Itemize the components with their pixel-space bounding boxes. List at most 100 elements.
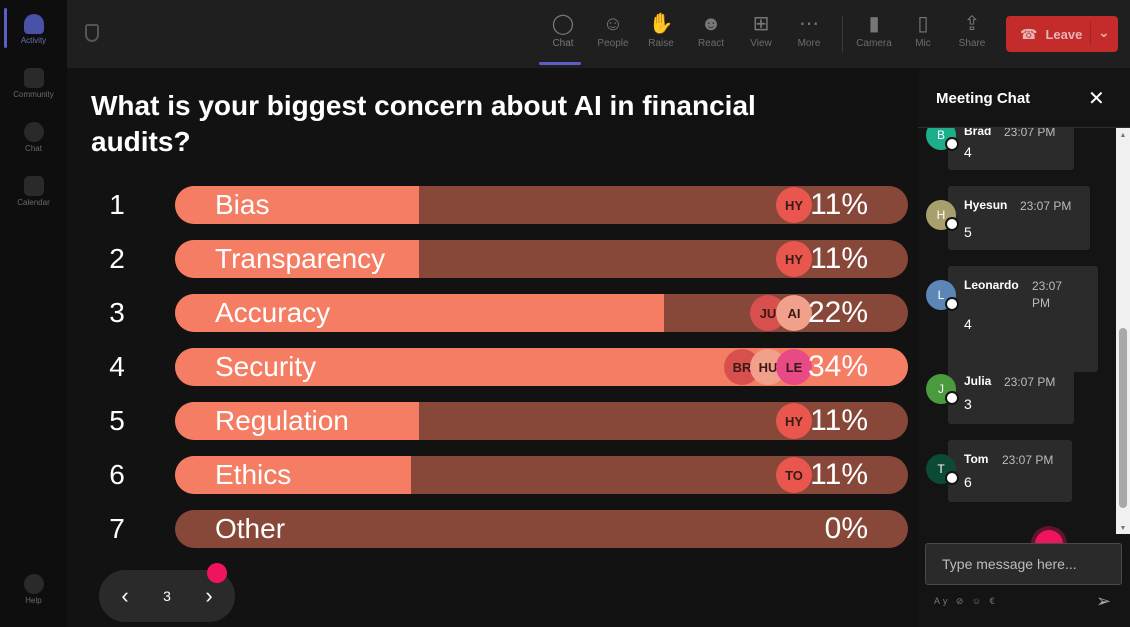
option-percent: 34% [807, 350, 868, 383]
toolbar-label: More [797, 38, 821, 49]
rail-item-chat[interactable]: Chat [0, 122, 67, 153]
toolbar-share-button[interactable]: ⇪ Share [952, 10, 992, 49]
chevron-left-icon[interactable]: ‹ [121, 583, 129, 608]
option-bar: Bias HY 11% [175, 186, 908, 224]
option-bar-fill [175, 456, 412, 494]
poll-stage: What is your biggest concern about AI in… [67, 68, 918, 627]
scroll-thumb[interactable] [1119, 328, 1127, 508]
leave-label: Leave [1045, 26, 1083, 42]
toolbar-people-button[interactable]: ☺ People [593, 10, 633, 49]
voter-avatar: AI [776, 295, 812, 331]
poll-question: What is your biggest concern about AI in… [91, 90, 756, 157]
message-text: 4 [964, 144, 972, 160]
grid-icon: ⊞ [752, 13, 770, 35]
poll-option-row[interactable]: 7 Other 0% [67, 510, 918, 548]
toolbar-label: Mic [915, 38, 931, 49]
toolbar-react-button[interactable]: ☻ React [691, 10, 731, 49]
chat-icon: ◯ [551, 13, 575, 35]
rail-item-label: Calendar [17, 198, 50, 207]
share-icon: ⇪ [963, 13, 981, 35]
voter-avatar: LE [776, 349, 812, 385]
rail-item-help[interactable]: Help [0, 574, 67, 605]
voter-avatars: TO [776, 457, 812, 493]
option-bar: Security LE HU BR 34% [175, 348, 908, 386]
toolbar-chat-button[interactable]: ◯ Chat [539, 10, 583, 65]
leave-divider [1090, 22, 1091, 46]
message-compose [925, 543, 1122, 585]
option-label: Regulation [215, 405, 349, 436]
voter-avatar: HY [776, 403, 812, 439]
option-label: Accuracy [215, 297, 331, 328]
poll-option-row[interactable]: 2 Transparency HY 11% [67, 240, 918, 278]
chat-message: Leonardo 23:07 PM 4 [948, 266, 1098, 372]
option-percent: 0% [824, 512, 868, 545]
option-number: 5 [109, 405, 125, 436]
raise-hand-icon: ✋ [648, 13, 674, 35]
app-rail: Activity Community Chat Calendar Help [0, 0, 67, 627]
toolbar-more-button[interactable]: ⋯ More [789, 10, 829, 49]
bell-icon [23, 14, 44, 34]
option-label: Other [215, 513, 286, 544]
toolbar-divider [842, 16, 843, 52]
option-number: 1 [109, 189, 125, 220]
page-number: 3 [163, 588, 171, 604]
option-number: 2 [109, 243, 125, 274]
smiley-icon: ☻ [700, 13, 722, 35]
toolbar-camera-button[interactable]: ▮ Camera [854, 10, 894, 49]
option-percent: 22% [807, 296, 868, 329]
voter-avatars: HY [776, 403, 812, 439]
close-icon[interactable]: ✕ [1088, 88, 1105, 110]
option-number: 6 [109, 459, 125, 490]
leave-button[interactable]: ☎ Leave ⌄ [1006, 16, 1118, 52]
scroll-up-icon[interactable]: ▲ [1119, 132, 1127, 139]
option-number: 7 [109, 513, 125, 544]
message-sender: Julia [964, 374, 992, 388]
chat-title: Meeting Chat [936, 90, 1031, 107]
toolbar-mic-button[interactable]: ▯ Mic [903, 10, 943, 49]
format-toolbar-icons[interactable]: Ay ⊘ ☺ € [934, 596, 998, 606]
scroll-down-icon[interactable]: ▼ [1119, 525, 1127, 532]
sender-avatar: J [926, 374, 959, 405]
voter-avatars: AI JU [750, 295, 812, 331]
option-bar-fill [175, 240, 420, 278]
chat-scrollbar[interactable]: ▲ ▼ [1116, 128, 1130, 534]
option-bar: Ethics TO 11% [175, 456, 908, 494]
rail-item-community[interactable]: Community [0, 68, 67, 99]
message-input[interactable] [926, 544, 1121, 584]
message-text: 5 [964, 224, 972, 240]
toolbar-label: React [697, 38, 725, 49]
toolbar-label: People [597, 38, 629, 49]
option-percent: 11% [810, 188, 868, 221]
rail-item-calendar[interactable]: Calendar [0, 176, 67, 207]
poll-option-row[interactable]: 4 Security LE HU BR 34% [67, 348, 918, 386]
option-bar: Transparency HY 11% [175, 240, 908, 278]
message-text: 6 [964, 474, 972, 490]
poll-option-row[interactable]: 5 Regulation HY 11% [67, 402, 918, 440]
poll-option-row[interactable]: 6 Ethics TO 11% [67, 456, 918, 494]
chevron-right-icon[interactable]: › [205, 583, 213, 608]
chat-message: Brad 23:07 PM 4 [948, 128, 1074, 170]
send-icon[interactable]: ➢ [1096, 591, 1112, 611]
option-label: Security [215, 351, 317, 382]
poll-option-row[interactable]: 3 Accuracy AI JU 22% [67, 294, 918, 332]
option-bar-fill [175, 294, 664, 332]
toolbar-raise-button[interactable]: ✋ Raise [641, 10, 681, 49]
chat-header: Meeting Chat ✕ [918, 68, 1130, 128]
chat-message: Tom 23:07 PM 6 [948, 440, 1072, 502]
option-bar: Regulation HY 11% [175, 402, 908, 440]
toolbar-view-button[interactable]: ⊞ View [741, 10, 781, 49]
rail-item-activity[interactable]: Activity [0, 8, 67, 48]
message-time: 23:07 PM [1002, 453, 1054, 467]
camera-icon: ▮ [868, 13, 880, 35]
message-time: 23:07 PM [1032, 279, 1063, 310]
pointer-indicator [207, 563, 227, 583]
chevron-down-icon[interactable]: ⌄ [1098, 24, 1110, 40]
mic-icon: ▯ [917, 13, 929, 35]
option-bar: Other 0% [175, 510, 908, 548]
meeting-toolbar: ◯ Chat ☺ People ✋ Raise ☻ React ⊞ View ⋯… [67, 0, 1130, 68]
toolbar-label: Camera [856, 38, 892, 49]
option-bar: Accuracy AI JU 22% [175, 294, 908, 332]
message-sender: Hyesun [964, 198, 1008, 212]
people-icon: ☺ [602, 13, 624, 35]
poll-option-row[interactable]: 1 Bias HY 11% [67, 186, 918, 224]
